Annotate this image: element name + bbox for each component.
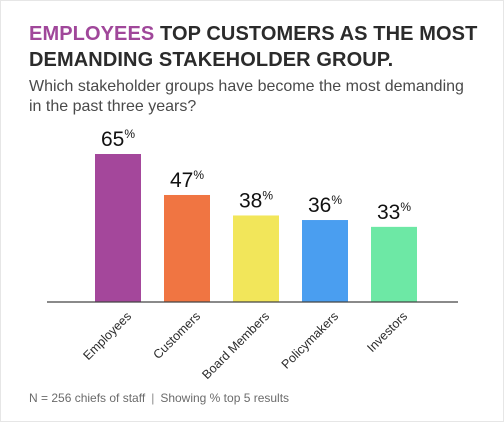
footnote-note: Showing % top 5 results [160,391,290,405]
value-label-customers: 47% [170,168,204,192]
chart-subtitle: Which stakeholder groups have become the… [29,78,464,115]
bar-board-members [233,215,279,302]
footnote-separator: | [151,391,155,405]
category-label-board-members: Board Members [199,309,272,382]
headline-rest: TOP CUSTOMERS AS THE MOST DEMANDING STAK… [29,23,478,71]
category-label-investors: Investors [364,309,410,355]
category-label-policymakers: Policymakers [279,309,341,371]
value-label-policymakers: 36% [308,193,342,217]
category-label-customers: Customers [150,309,203,362]
value-label-investors: 33% [377,200,411,224]
headline-accent: EMPLOYEES [29,23,155,45]
bar-investors [371,226,417,302]
value-label-employees: 65% [101,127,135,151]
bar-employees [95,154,141,302]
chart-headline: EMPLOYEES TOP CUSTOMERS AS THE MOST DEMA… [29,21,489,73]
category-label-employees: Employees [80,309,134,363]
footnote-sample: N = 256 chiefs of staff [29,391,146,405]
footnote: N = 256 chiefs of staff | Showing % top 5 … [29,390,289,406]
bar-customers [164,194,210,302]
bar-policymakers [302,220,348,302]
value-label-board-members: 38% [239,188,273,212]
